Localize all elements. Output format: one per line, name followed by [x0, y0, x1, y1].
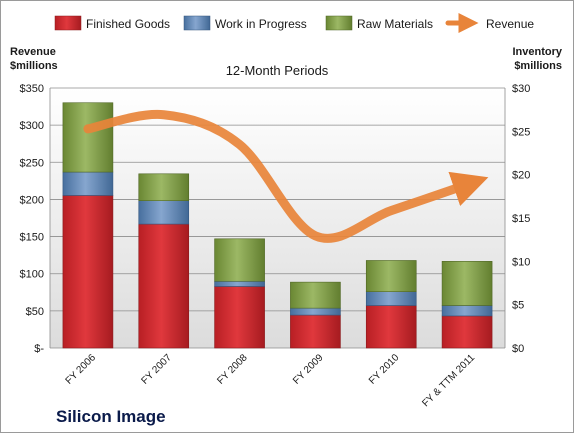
left-tick-label: $150: [20, 232, 44, 244]
right-tick-label: $25: [512, 126, 530, 138]
legend-swatch-raw-materials: [325, 15, 353, 31]
right-tick-label: $0: [512, 343, 524, 355]
legend-item-raw-materials: Raw Materials: [325, 15, 433, 31]
left-tick-label: $300: [20, 120, 44, 132]
revenue-point-fy-2008: [239, 144, 240, 145]
bar-work-in-progress-fy-2008: [214, 280, 265, 287]
left-tick-label: $250: [20, 157, 44, 169]
legend-label-raw-materials: Raw Materials: [357, 17, 433, 31]
legend: Finished Goods Work in Progress Raw Mate…: [54, 13, 534, 33]
bar-finished-goods-fy-2007: [138, 223, 190, 349]
bar-work-in-progress-fy-ttm-2011: [441, 305, 493, 317]
bar-work-in-progress-fy-2006: [62, 171, 114, 196]
left-axis-title-line1: Revenue: [10, 46, 56, 58]
bar-raw-materials-fy-ttm-2011: [441, 261, 493, 306]
left-tick-label: $100: [20, 269, 44, 281]
bar-finished-goods-fy-2008: [214, 286, 265, 349]
bar-raw-materials-fy-2008: [214, 238, 265, 282]
category-label: FY & TTM 2011: [420, 352, 477, 409]
legend-item-finished-goods: Finished Goods: [54, 15, 170, 31]
bar-finished-goods-fy-2010: [365, 305, 417, 349]
legend-swatch-finished-goods: [54, 15, 82, 31]
left-axis-title-line2: $millions: [10, 60, 58, 72]
plot-area: [50, 88, 505, 348]
category-label: FY 2009: [291, 352, 326, 387]
bar-finished-goods-fy-2009: [290, 314, 341, 349]
legend-label-work-in-progress: Work in Progress: [215, 17, 307, 31]
right-tick-label: $10: [512, 256, 530, 268]
right-tick-label: $30: [512, 83, 530, 95]
right-axis-title-line1: Inventory: [512, 46, 562, 58]
left-tick-label: $350: [20, 83, 44, 95]
revenue-point-fy-ttm-2011: [467, 184, 468, 185]
left-tick-label: $200: [20, 194, 44, 206]
bar-raw-materials-fy-2009: [290, 281, 341, 309]
legend-label-revenue: Revenue: [486, 17, 534, 31]
bar-work-in-progress-fy-2007: [138, 200, 190, 225]
revenue-point-fy-2006: [87, 128, 88, 129]
revenue-point-fy-2009: [315, 235, 316, 236]
company-name: Silicon Image: [56, 407, 166, 426]
revenue-line: [83, 109, 489, 243]
right-axis-ticks: $0 $5 $10 $15 $20 $25 $30: [512, 83, 530, 355]
bar-raw-materials-fy-2007: [138, 173, 190, 201]
right-tick-label: $5: [512, 300, 524, 312]
right-tick-label: $20: [512, 170, 530, 182]
category-labels: FY 2006 FY 2007 FY 2008 FY 2009 FY 2010 FY & …: [64, 352, 478, 409]
right-tick-label: $15: [512, 213, 530, 225]
left-tick-label: $50: [26, 306, 44, 318]
revenue-point-fy-2007: [163, 114, 164, 115]
left-tick-label: $-: [34, 343, 44, 355]
chart-title: 12-Month Periods: [226, 63, 329, 78]
legend-item-revenue: Revenue: [445, 13, 534, 33]
category-label: FY 2010: [367, 352, 402, 387]
bar-work-in-progress-fy-2009: [290, 307, 341, 316]
bar-finished-goods-fy-ttm-2011: [441, 315, 493, 349]
category-label: FY 2007: [139, 352, 174, 387]
bar-work-in-progress-fy-2010: [365, 291, 417, 306]
bar-series: [62, 102, 493, 349]
right-axis-title-line2: $millions: [514, 60, 562, 72]
legend-label-finished-goods: Finished Goods: [86, 17, 170, 31]
bar-raw-materials-fy-2006: [62, 102, 114, 173]
category-label: FY 2006: [64, 352, 99, 387]
legend-item-work-in-progress: Work in Progress: [183, 15, 307, 31]
category-label: FY 2008: [215, 352, 250, 387]
legend-swatch-work-in-progress: [183, 15, 211, 31]
revenue-series: [83, 109, 489, 243]
bar-raw-materials-fy-2010: [365, 260, 417, 292]
left-axis-ticks: $- $50 $100 $150 $200 $250 $300 $350: [20, 83, 45, 355]
bar-finished-goods-fy-2006: [62, 195, 114, 349]
revenue-point-fy-2010: [391, 210, 392, 211]
